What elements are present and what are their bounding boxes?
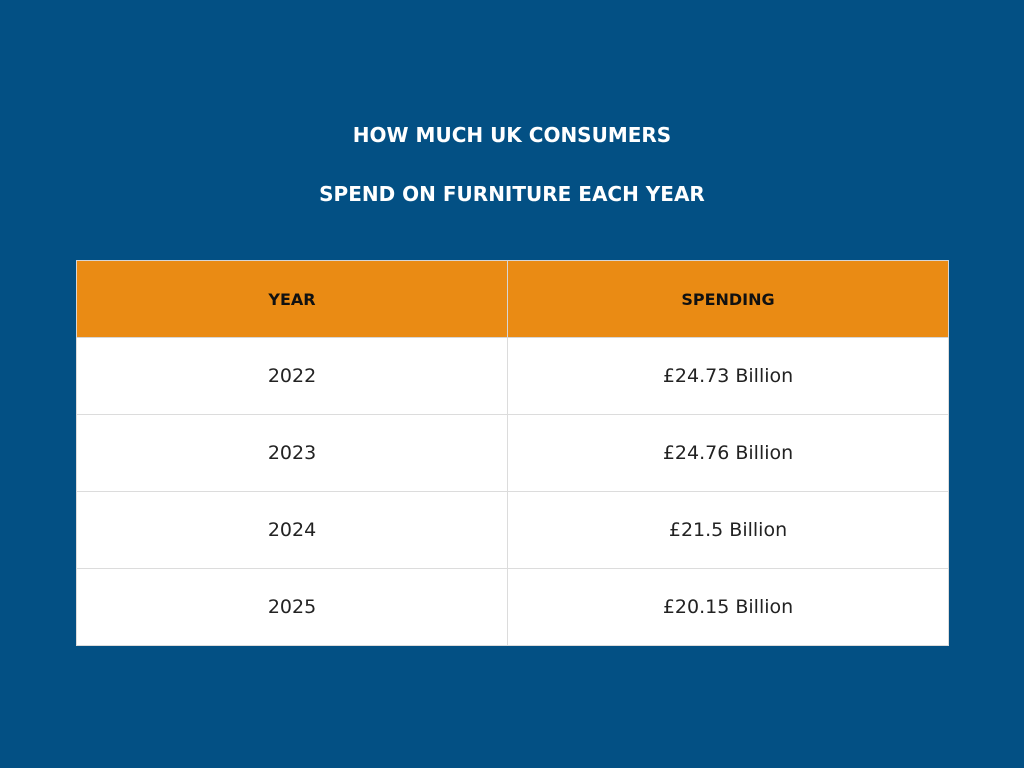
- table-row: 2022 £24.73 Billion: [76, 337, 949, 415]
- table-row: 2023 £24.76 Billion: [76, 414, 949, 492]
- spending-cell: £20.15 Billion: [507, 568, 949, 646]
- year-cell: 2024: [76, 491, 508, 569]
- table-row: 2025 £20.15 Billion: [76, 568, 949, 646]
- column-header-spending: SPENDING: [507, 260, 949, 338]
- spending-cell: £21.5 Billion: [507, 491, 949, 569]
- title-line-2: SPEND ON FURNITURE EACH YEAR: [319, 182, 705, 206]
- spending-cell: £24.76 Billion: [507, 414, 949, 492]
- page-title: HOW MUCH UK CONSUMERS SPEND ON FURNITURE…: [0, 106, 1024, 224]
- spending-cell: £24.73 Billion: [507, 337, 949, 415]
- title-line-1: HOW MUCH UK CONSUMERS: [352, 123, 672, 147]
- year-cell: 2025: [76, 568, 508, 646]
- table-row: 2024 £21.5 Billion: [76, 491, 949, 569]
- year-cell: 2022: [76, 337, 508, 415]
- table-header-row: YEAR SPENDING: [76, 260, 949, 338]
- column-header-year: YEAR: [76, 260, 508, 338]
- spending-table: YEAR SPENDING 2022 £24.73 Billion 2023 £…: [76, 260, 949, 646]
- year-cell: 2023: [76, 414, 508, 492]
